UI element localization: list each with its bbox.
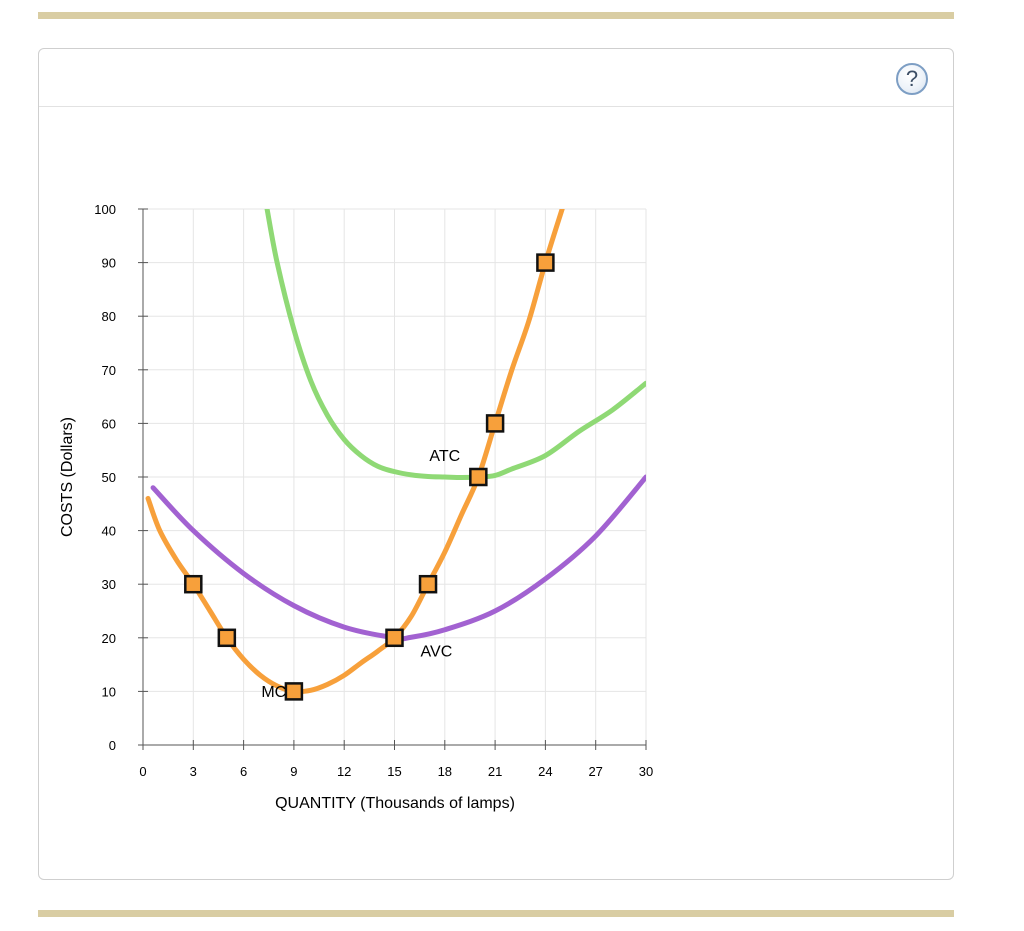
x-tick-label: 15 [387,764,401,779]
mc-point-marker[interactable] [485,414,505,433]
panel-header-divider [39,106,953,107]
avc-label: AVC [421,644,453,661]
mc-point-marker[interactable] [418,574,438,594]
y-axis-title: COSTS (Dollars) [59,417,76,537]
mc-point-marker[interactable] [217,628,237,648]
data-markers [184,253,555,701]
question-panel: ? [38,48,954,880]
avc-curve [150,474,646,642]
y-tick-label: 40 [102,524,116,539]
x-axis-title: QUANTITY (Thousands of lamps) [275,795,515,812]
x-tick-label: 6 [240,764,247,779]
y-tick-label: 60 [102,416,116,431]
y-tick-label: 50 [102,470,116,485]
mc-point-marker[interactable] [536,253,555,272]
question-mark-icon: ? [905,66,919,91]
x-tick-label: 30 [639,764,653,779]
series-lines [145,209,646,695]
top-divider-bar [38,12,954,19]
x-tick-label: 27 [588,764,602,779]
axes: 0 3 6 9 12 15 18 21 24 27 30 0 10 20 30 40 50 60 70 80 90 100 [94,202,653,779]
y-tick-label: 100 [94,202,116,217]
y-tick-label: 30 [102,577,116,592]
mc-point-marker[interactable] [284,682,304,701]
x-tick-label: 21 [488,764,502,779]
y-tick-label: 0 [109,738,116,753]
help-button[interactable]: ? [896,63,928,95]
x-tick-label: 24 [538,764,552,779]
y-tick-label: 10 [102,684,116,699]
mc-point-marker[interactable] [184,574,203,594]
x-tick-label: 0 [139,764,146,779]
y-tick-label: 20 [102,631,116,646]
mc-label: MC [261,684,286,701]
mc-point-marker[interactable] [469,467,488,487]
x-tick-label: 3 [190,764,197,779]
grid [143,208,647,745]
atc-label: ATC [429,448,460,465]
y-tick-label: 80 [102,309,116,324]
x-tick-label: 9 [290,764,297,779]
x-tick-label: 18 [438,764,452,779]
mc-point-marker[interactable] [385,628,404,648]
atc-curve [264,209,646,481]
y-tick-label: 90 [102,256,116,271]
x-tick-label: 12 [337,764,351,779]
curve-labels: ATC AVC MC [261,448,460,701]
bottom-divider-bar [38,910,954,917]
y-tick-label: 70 [102,363,116,378]
